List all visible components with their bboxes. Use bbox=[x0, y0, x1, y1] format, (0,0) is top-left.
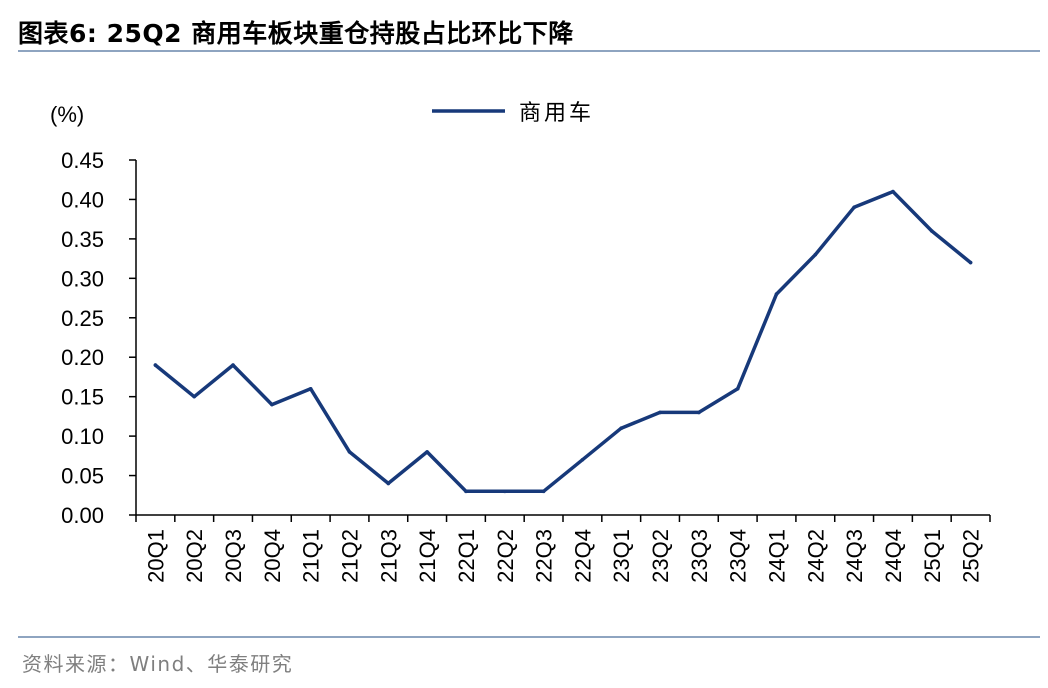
data-point bbox=[891, 189, 895, 194]
series-line-0 bbox=[153, 189, 973, 494]
data-point bbox=[270, 402, 274, 407]
y-tick-label: 0.30 bbox=[61, 266, 104, 291]
y-tick-label: 0.00 bbox=[61, 503, 104, 528]
data-point bbox=[697, 410, 701, 415]
x-tick-label: 21Q2 bbox=[338, 529, 363, 583]
series-layer bbox=[153, 189, 973, 494]
x-tick-labels: 20Q1 20Q2 20Q3 20Q4 21Q1 21Q2 21Q3 21Q4 22Q1 22Q2… bbox=[143, 529, 983, 583]
x-tick-label: 23Q1 bbox=[609, 529, 634, 583]
x-tick-label: 25Q1 bbox=[920, 529, 945, 583]
x-tick-label: 21Q3 bbox=[376, 529, 401, 583]
x-tick-label: 23Q3 bbox=[687, 529, 712, 583]
data-point bbox=[968, 260, 973, 265]
x-tick-label: 20Q4 bbox=[260, 529, 285, 583]
x-tick-label: 20Q2 bbox=[182, 529, 207, 583]
y-tick-label: 0.45 bbox=[61, 148, 104, 173]
data-point bbox=[386, 481, 391, 486]
x-tick-label: 20Q3 bbox=[221, 529, 246, 583]
data-point bbox=[153, 363, 158, 367]
y-tick-label: 0.10 bbox=[61, 424, 104, 449]
y-tick-label: 0.25 bbox=[61, 306, 104, 331]
x-tick-label: 24Q2 bbox=[803, 529, 828, 583]
x-tick-label: 24Q3 bbox=[842, 529, 867, 583]
legend: 商用车 bbox=[432, 101, 594, 126]
y-tick-labels: 0.00 0.05 0.10 0.15 0.20 0.25 0.30 0.35 0.40 0.45 bbox=[61, 148, 104, 528]
x-tick-label: 24Q4 bbox=[881, 529, 906, 583]
data-point bbox=[735, 386, 740, 391]
x-tick-label: 22Q2 bbox=[493, 529, 518, 583]
data-point bbox=[425, 450, 429, 454]
figure-title: 图表6: 25Q2 商用车板块重仓持股占比环比下降 bbox=[18, 19, 574, 48]
line-chart: (%) 商用车 0.00 0.05 0.10 0.15 0.20 0.25 0.30 0.35… bbox=[50, 101, 991, 583]
x-tick-label: 22Q1 bbox=[454, 529, 479, 583]
y-tick-label: 0.15 bbox=[61, 385, 104, 410]
data-point bbox=[658, 410, 662, 415]
axes bbox=[129, 159, 991, 522]
y-tick-label: 0.40 bbox=[61, 187, 104, 212]
data-point bbox=[192, 394, 197, 399]
data-point bbox=[580, 457, 585, 462]
y-axis-unit-label: (%) bbox=[50, 102, 84, 127]
x-tick-label: 21Q4 bbox=[415, 529, 440, 583]
source-note: 资料来源：Wind、华泰研究 bbox=[22, 652, 294, 676]
x-tick-label: 24Q1 bbox=[765, 529, 790, 583]
data-point bbox=[774, 292, 779, 296]
x-tick-label: 23Q2 bbox=[648, 529, 673, 583]
data-point bbox=[308, 386, 313, 391]
y-tick-label: 0.20 bbox=[61, 345, 104, 370]
y-tick-label: 0.05 bbox=[61, 464, 104, 489]
data-point bbox=[231, 363, 235, 367]
data-point bbox=[852, 205, 856, 210]
data-point bbox=[464, 489, 468, 494]
data-point bbox=[502, 489, 507, 494]
data-point bbox=[347, 450, 352, 454]
data-point bbox=[541, 489, 546, 494]
footer-divider bbox=[18, 636, 1040, 638]
x-tick-label: 21Q1 bbox=[299, 529, 324, 583]
x-tick-label: 25Q2 bbox=[959, 529, 984, 583]
data-point bbox=[619, 426, 624, 431]
legend-label: 商用车 bbox=[519, 101, 594, 126]
x-tick-label: 20Q1 bbox=[143, 529, 168, 583]
data-point bbox=[929, 229, 934, 233]
figure-header: 图表6: 25Q2 商用车板块重仓持股占比环比下降 bbox=[18, 10, 1040, 52]
data-point bbox=[813, 252, 818, 257]
x-tick-label: 22Q4 bbox=[570, 529, 595, 583]
x-tick-label: 22Q3 bbox=[532, 529, 557, 583]
x-tick-label: 23Q4 bbox=[726, 529, 751, 583]
y-tick-label: 0.35 bbox=[61, 227, 104, 252]
